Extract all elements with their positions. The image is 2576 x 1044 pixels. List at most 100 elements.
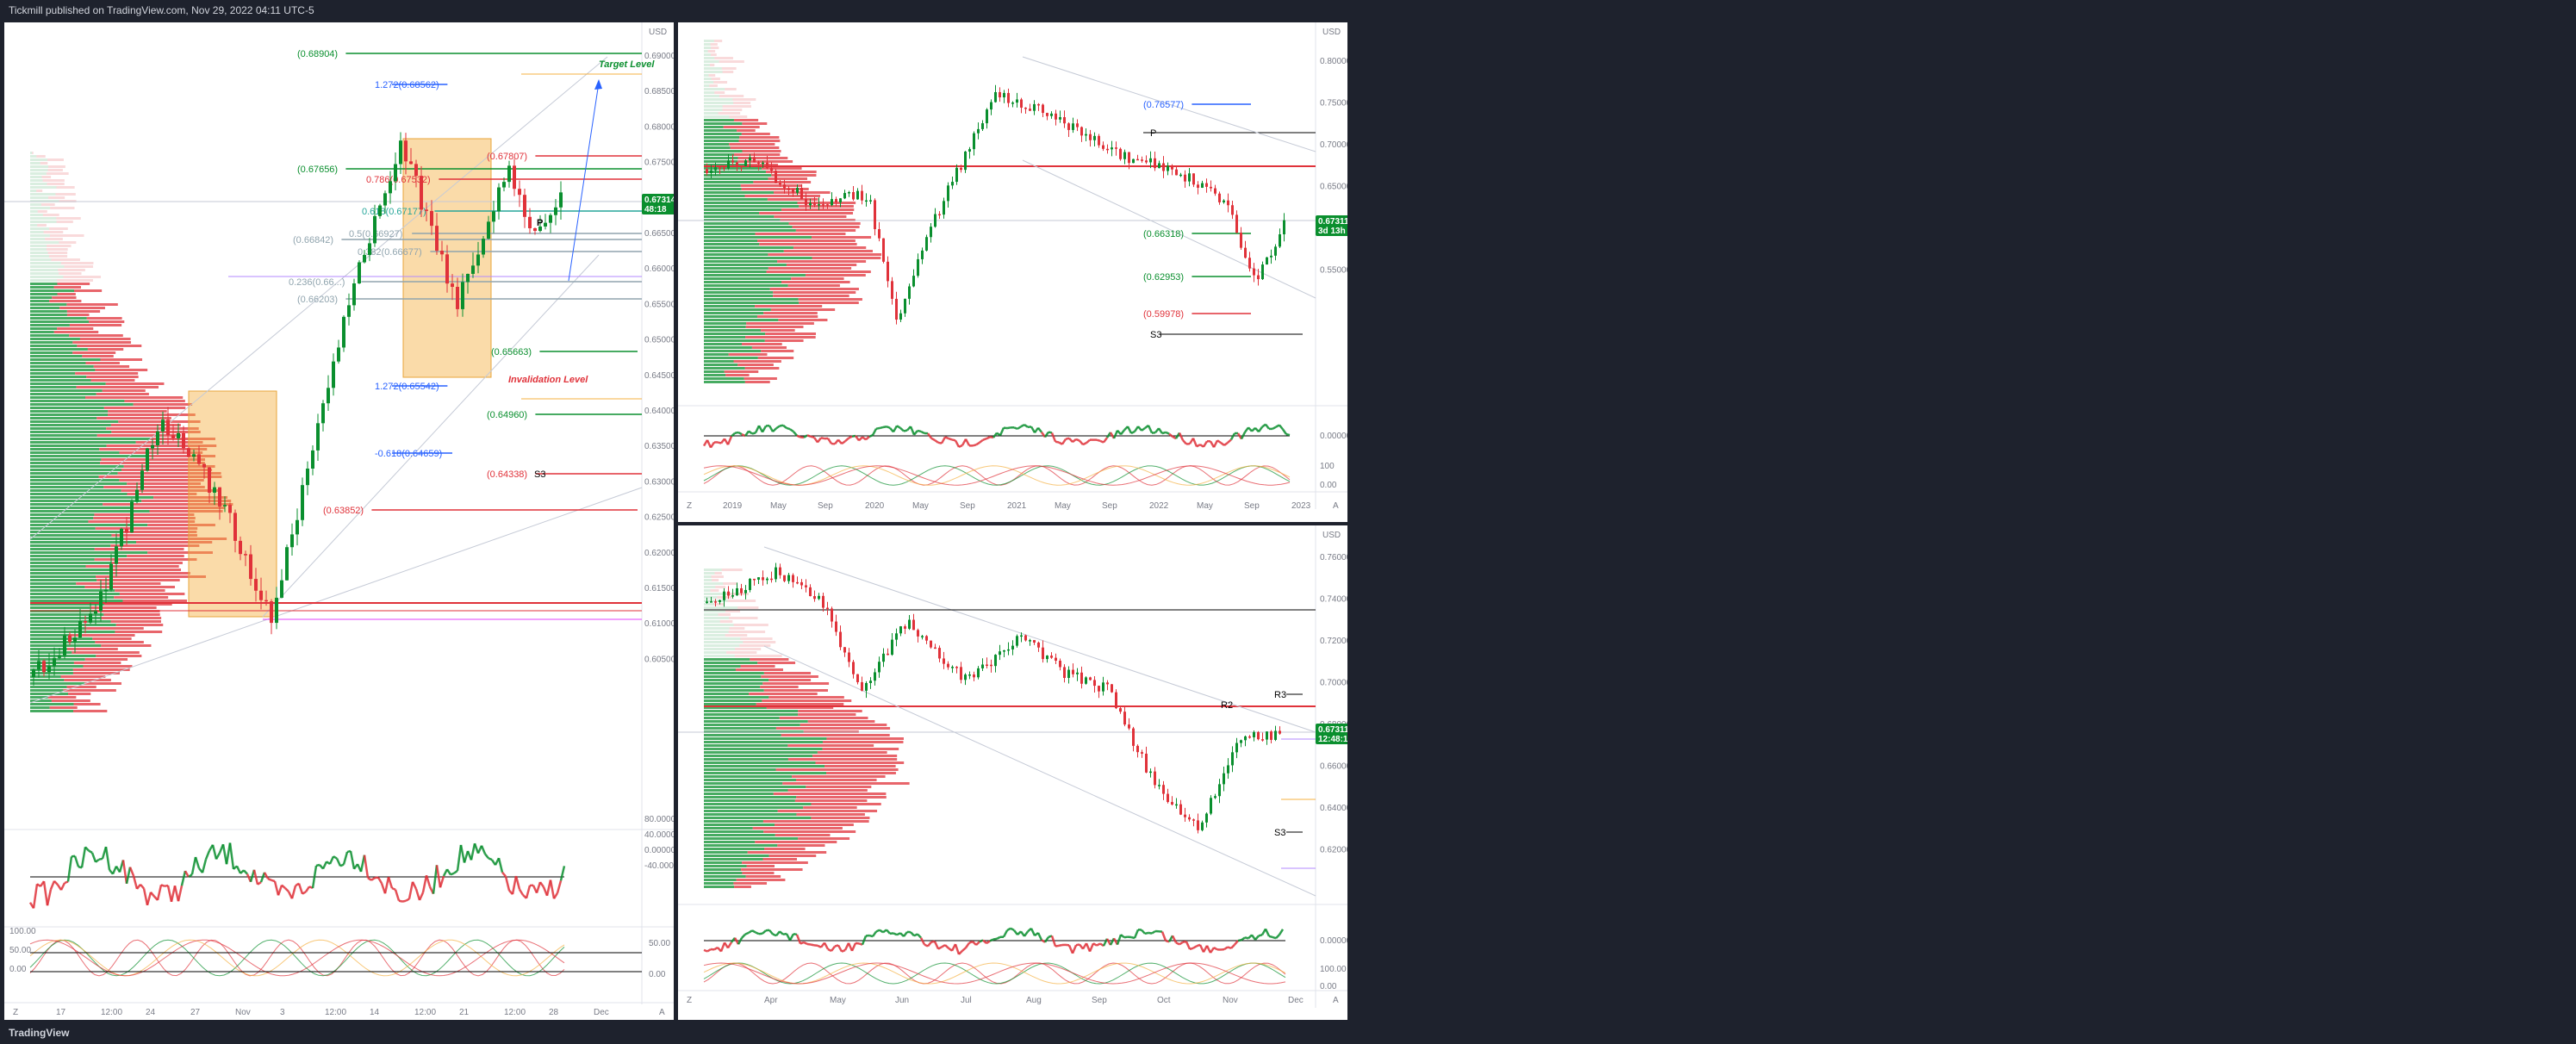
left-candle (182, 432, 185, 449)
left-vp-sell (110, 620, 161, 623)
bottom-right-chart-pane[interactable]: USD0.760000.740000.720000.700000.680000.… (678, 525, 1347, 1020)
left-osc (64, 880, 69, 885)
tr-vp-buy (704, 102, 734, 104)
br-osc (968, 940, 974, 944)
left-candle (518, 189, 521, 196)
top-right-chart-pane[interactable]: USD0.800000.750000.700000.650000.600000.… (678, 22, 1347, 522)
left-vp-sell (98, 475, 222, 478)
left-vp-sell (103, 603, 172, 606)
left-vp-buy (30, 231, 44, 233)
left-vp-sell (53, 331, 99, 333)
left-candle (466, 273, 470, 283)
br-candle (1141, 752, 1143, 754)
left-vp-buy (30, 217, 57, 220)
x-tick: 12:00 (414, 1008, 436, 1017)
left-vp-sell (63, 689, 116, 692)
tr-vp-sell (730, 146, 780, 149)
tr-osc (772, 427, 777, 433)
br-vp-sell (768, 854, 817, 857)
left-osc (411, 881, 418, 890)
tr-candle (1115, 147, 1117, 149)
left-vp-buy (30, 424, 111, 426)
tr-candle (1050, 113, 1053, 116)
tr-osc (920, 430, 925, 435)
tradingview-logo[interactable]: TradingView (9, 1027, 70, 1039)
left-vp-buy (30, 176, 42, 178)
y-tick: 0.64500 (644, 371, 674, 381)
left-candle (192, 454, 196, 457)
left-vp-sell (121, 531, 197, 533)
stoch-tick: 100.00 (9, 927, 36, 936)
tr-vp-buy (704, 91, 715, 94)
tr-vp-buy (704, 326, 746, 328)
left-osc (84, 846, 90, 852)
y-tick: 0.65000 (1320, 183, 1347, 192)
left-vp-sell (60, 675, 106, 678)
left-osc (450, 872, 455, 876)
left-vp-sell (136, 541, 213, 544)
tr-candle (714, 167, 717, 171)
stoch-tick: 100 (1320, 462, 1335, 471)
left-chart-svg[interactable]: USD0.690000.685000.680000.675000.670000.… (4, 22, 674, 1020)
tr-candle (1158, 163, 1160, 169)
br-vp-buy (704, 865, 747, 867)
left-vp-buy (30, 686, 67, 688)
fib-label: (0.67807) (487, 152, 527, 162)
y-tick: 0.65000 (644, 336, 674, 345)
br-osc (744, 931, 750, 935)
tr-candle (1037, 103, 1040, 106)
stoch-tick: 0.00 (1320, 982, 1337, 991)
br-vp-buy (704, 637, 741, 640)
br-vp-buy (704, 830, 764, 833)
br-candle (1020, 635, 1023, 637)
left-vp-buy (30, 548, 95, 550)
tr-candle (1024, 107, 1027, 109)
left-candle (487, 221, 490, 239)
left-candle (187, 448, 190, 457)
br-vp-sell (824, 765, 896, 767)
tr-vp-buy (704, 253, 768, 256)
br-vp-buy (704, 706, 767, 709)
tr-osc (782, 424, 787, 429)
fib-label: 0.786(0.67532) (366, 175, 431, 185)
top-right-chart-svg[interactable]: USD0.800000.750000.700000.650000.600000.… (678, 22, 1347, 522)
br-candle (800, 581, 803, 586)
tr-vp-sell (768, 267, 852, 270)
br-osc (1179, 941, 1184, 946)
br-vp-sell (817, 751, 887, 754)
tr-vp-buy (704, 184, 741, 187)
left-vp-buy (30, 586, 85, 588)
br-candle (1188, 817, 1191, 820)
tr-candle (943, 201, 945, 215)
left-vp-buy (30, 572, 109, 575)
left-candle (544, 222, 547, 227)
br-candle (1162, 785, 1165, 794)
left-vp-sell (79, 338, 131, 340)
left-vp-sell (46, 172, 69, 175)
br-osc (1198, 944, 1205, 953)
br-candle (986, 664, 988, 666)
bottom-right-chart-svg[interactable]: USD0.760000.740000.720000.700000.680000.… (678, 525, 1347, 1020)
left-vp-sell (57, 327, 94, 330)
br-vp-sell (798, 837, 850, 840)
left-vp-sell (49, 706, 78, 709)
tr-vp-buy (704, 236, 812, 239)
tr-osc (741, 433, 746, 438)
left-osc (425, 874, 432, 887)
tr-candle (1136, 158, 1139, 161)
tr-vp-buy (704, 88, 725, 90)
br-candle (775, 567, 777, 580)
left-vp-sell (88, 520, 196, 523)
left-vp-buy (30, 317, 87, 320)
left-chart-pane[interactable]: USD0.690000.685000.680000.675000.670000.… (4, 22, 674, 1020)
left-vp-buy (30, 379, 91, 382)
left-osc (59, 882, 66, 891)
x-tick: 28 (549, 1008, 559, 1017)
left-vp-buy (30, 617, 102, 619)
br-candle (1106, 682, 1109, 685)
tr-candle (1042, 104, 1044, 114)
left-osc (538, 881, 545, 888)
tr-vp-buy (704, 364, 738, 366)
auto-scale-icon: A (659, 1008, 665, 1017)
